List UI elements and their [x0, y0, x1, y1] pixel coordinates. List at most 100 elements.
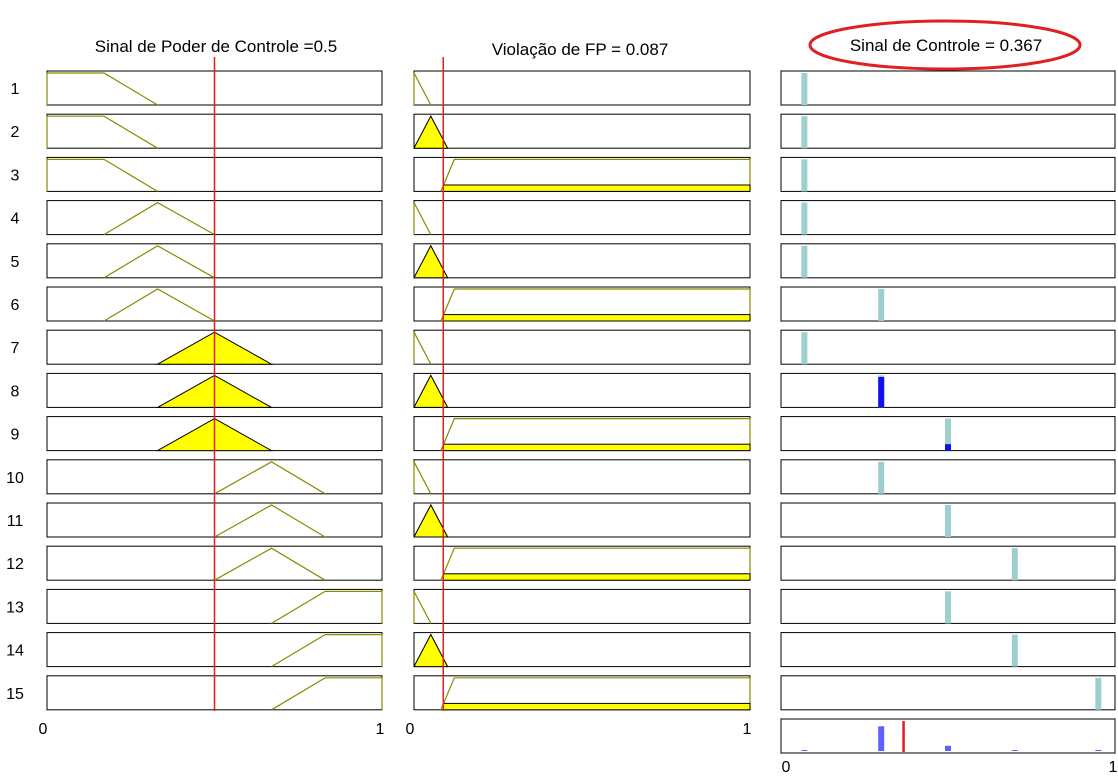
- rule-8-input2-plot[interactable]: [413, 372, 751, 408]
- rule-5-output-plot[interactable]: [780, 243, 1116, 279]
- rule-7-input2-mf: [413, 331, 432, 365]
- rule-2-output-plot[interactable]: [780, 113, 1116, 149]
- rule-1-input2-mf: [413, 72, 432, 106]
- input2-axis-min: 0: [406, 721, 415, 738]
- rule-4-input1-mf: [103, 201, 215, 236]
- rule-14-input2-plot[interactable]: [413, 632, 751, 668]
- rule-12-output-singleton: [1011, 548, 1018, 581]
- input1-axis-max: 1: [376, 721, 385, 738]
- rule-5-input2-plot[interactable]: [413, 243, 751, 279]
- rule-4-output-plot[interactable]: [780, 200, 1116, 236]
- aggregate-output-plot[interactable]: [780, 718, 1116, 754]
- rule-number-4: 4: [11, 211, 20, 228]
- rule-number-1: 1: [11, 81, 20, 98]
- rule-11-input2-mf-fired: [413, 503, 449, 538]
- output-title-highlight: [808, 19, 1082, 71]
- rule-15-input2-mf: [440, 677, 751, 711]
- rule-3-input2-mf: [440, 158, 751, 192]
- rule-15-output-plot[interactable]: [780, 675, 1116, 711]
- rule-11-input1-mf: [214, 504, 326, 538]
- rule-10-input2-mf: [413, 461, 432, 495]
- rule-12-output-plot[interactable]: [780, 545, 1116, 581]
- input1-title: Sinal de Poder de Controle =0.5: [95, 37, 337, 56]
- rule-number-7: 7: [11, 340, 20, 357]
- rule-number-5: 5: [11, 254, 20, 271]
- rule-2-input1-mf: [46, 115, 158, 149]
- rule-1-output-singleton: [801, 73, 808, 105]
- rule-6-output-singleton: [878, 289, 885, 321]
- rule-4-input2-mf: [413, 202, 432, 235]
- rule-number-14: 14: [6, 643, 24, 660]
- rule-11-output-singleton: [945, 505, 951, 537]
- rule-9-input2-mf: [440, 418, 751, 451]
- rule-1-output-plot[interactable]: [780, 70, 1116, 106]
- rule-number-2: 2: [11, 124, 20, 141]
- output-axis-max: 1: [1109, 759, 1118, 776]
- output-axis-min: 0: [782, 759, 791, 776]
- aggregate-bar-1: [801, 750, 808, 751]
- rule-10-output-plot[interactable]: [780, 459, 1116, 495]
- rule-7-output-plot[interactable]: [780, 329, 1116, 365]
- rule-9-input2-mf-fired: [442, 443, 751, 452]
- rule-8-output-plot[interactable]: [780, 372, 1116, 408]
- rule-number-8: 8: [11, 383, 20, 400]
- rule-number-3: 3: [11, 167, 20, 184]
- rule-3-output-plot[interactable]: [780, 156, 1116, 192]
- rule-14-output-plot[interactable]: [780, 632, 1116, 668]
- rule-10-input2-plot[interactable]: [413, 459, 751, 495]
- aggregate-bar-3: [945, 745, 951, 751]
- rule-number-10: 10: [6, 470, 24, 487]
- rule-15-input2-mf-fired: [442, 702, 751, 711]
- rule-5-input2-mf-fired: [413, 244, 449, 279]
- rule-13-output-singleton: [945, 591, 951, 624]
- rule-6-input2-mf: [440, 288, 751, 322]
- rule-5-output-singleton: [801, 245, 808, 278]
- rule-6-output-plot[interactable]: [780, 286, 1116, 322]
- rule-number-11: 11: [7, 513, 24, 530]
- output-title: Sinal de Controle = 0.367: [850, 36, 1042, 55]
- rule-3-input2-mf-fired: [442, 184, 751, 192]
- aggregate-bar-5: [1095, 750, 1102, 751]
- input2-title: Violação de FP = 0.087: [492, 40, 669, 59]
- rule-12-input2-mf-fired: [442, 573, 751, 581]
- rule-11-input2-plot[interactable]: [413, 502, 751, 538]
- input2-axis-max: 1: [743, 721, 752, 738]
- aggregate-bar-2: [878, 726, 885, 751]
- rule-13-input1-mf: [271, 590, 383, 624]
- rule-6-input1-mf: [103, 288, 215, 322]
- rule-12-input2-mf: [440, 547, 751, 581]
- rule-15-output-singleton: [1095, 677, 1102, 710]
- rule-number-9: 9: [11, 427, 20, 444]
- rule-number-6: 6: [11, 297, 20, 314]
- rule-2-output-singleton: [801, 116, 808, 149]
- aggregate-bar-4: [1011, 750, 1018, 751]
- rule-10-input1-mf: [214, 461, 326, 495]
- rule-7-input2-plot[interactable]: [413, 329, 751, 365]
- rule-9-output-fired: [945, 444, 951, 451]
- rule-1-input2-plot[interactable]: [413, 70, 751, 106]
- rule-8-output-fired: [878, 377, 885, 408]
- rule-9-output-singleton: [945, 418, 951, 451]
- rule-12-input1-mf: [214, 547, 326, 581]
- input1-axis-min: 0: [39, 721, 48, 738]
- rule-7-output-singleton: [801, 332, 808, 365]
- rule-4-output-singleton: [801, 202, 808, 235]
- rule-14-output-singleton: [1011, 634, 1018, 667]
- rule-number-13: 13: [6, 599, 24, 616]
- rule-number-15: 15: [6, 686, 24, 703]
- rule-5-input1-mf: [103, 245, 215, 279]
- rule-4-input2-plot[interactable]: [413, 200, 751, 236]
- rule-10-output-singleton: [878, 461, 885, 494]
- rule-6-input2-mf-fired: [442, 314, 751, 322]
- rule-number-12: 12: [6, 556, 24, 573]
- rule-14-input1-mf: [271, 633, 383, 668]
- rule-2-input2-mf-fired: [413, 115, 449, 149]
- rule-3-input1-mf: [46, 158, 158, 192]
- rule-13-input2-plot[interactable]: [413, 588, 751, 624]
- rule-3-output-singleton: [801, 159, 808, 192]
- rule-8-input2-mf-fired: [413, 374, 449, 408]
- rule-2-input2-plot[interactable]: [413, 113, 751, 149]
- rule-1-input1-mf: [46, 72, 158, 106]
- rule-13-input2-mf: [413, 591, 432, 624]
